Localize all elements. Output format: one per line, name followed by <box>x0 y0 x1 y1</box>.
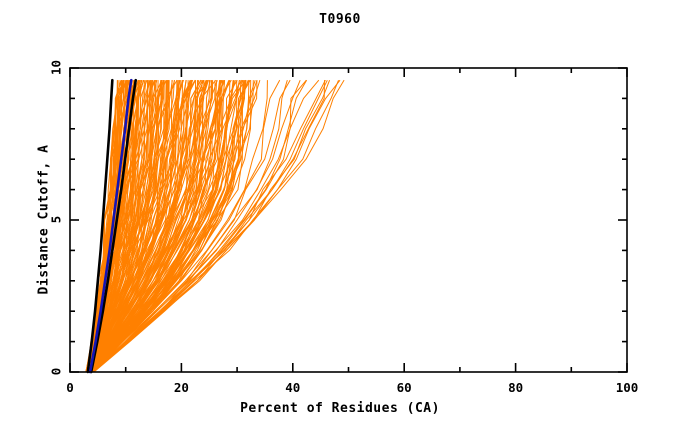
x-tick-label: 40 <box>285 380 301 395</box>
y-tick-label: 0 <box>48 367 64 376</box>
x-tick-label: 80 <box>508 380 524 395</box>
prediction-curve <box>92 80 258 373</box>
highlight-model-black-right-curve <box>89 78 138 374</box>
prediction-curve <box>92 79 345 373</box>
prediction-curve <box>90 80 216 373</box>
x-tick-label: 0 <box>66 380 74 395</box>
prediction-curve <box>87 80 192 373</box>
x-tick-label: 60 <box>396 380 412 395</box>
prediction-curve <box>86 79 145 373</box>
prediction-curve <box>89 79 192 373</box>
page-title: T0960 <box>319 12 361 27</box>
prediction-curve <box>92 80 288 373</box>
reference-model-black-curve <box>86 78 114 374</box>
prediction-curve <box>88 80 153 373</box>
y-tick-label: 10 <box>48 59 64 76</box>
prediction-curve <box>90 80 268 373</box>
axis-frame-layer <box>69 67 628 373</box>
data-curves-layer <box>85 78 345 374</box>
y-tick-label: 5 <box>48 215 64 224</box>
x-tick-label: 100 <box>615 380 639 395</box>
prediction-curve <box>86 80 151 373</box>
prediction-curve <box>91 79 328 373</box>
prediction-curve <box>88 80 175 373</box>
x-tick-label: 20 <box>173 380 189 395</box>
prediction-curve <box>92 79 301 373</box>
prediction-curve <box>90 79 217 373</box>
prediction-curve <box>92 80 261 373</box>
prediction-curve <box>93 79 339 373</box>
prediction-curve <box>93 79 291 373</box>
prediction-curve <box>89 80 223 373</box>
prediction-curve <box>91 79 320 373</box>
highlight-model-blue-curve <box>88 78 133 374</box>
x-axis-label: Percent of Residues (CA) <box>240 401 440 416</box>
prediction-curve <box>89 80 203 373</box>
